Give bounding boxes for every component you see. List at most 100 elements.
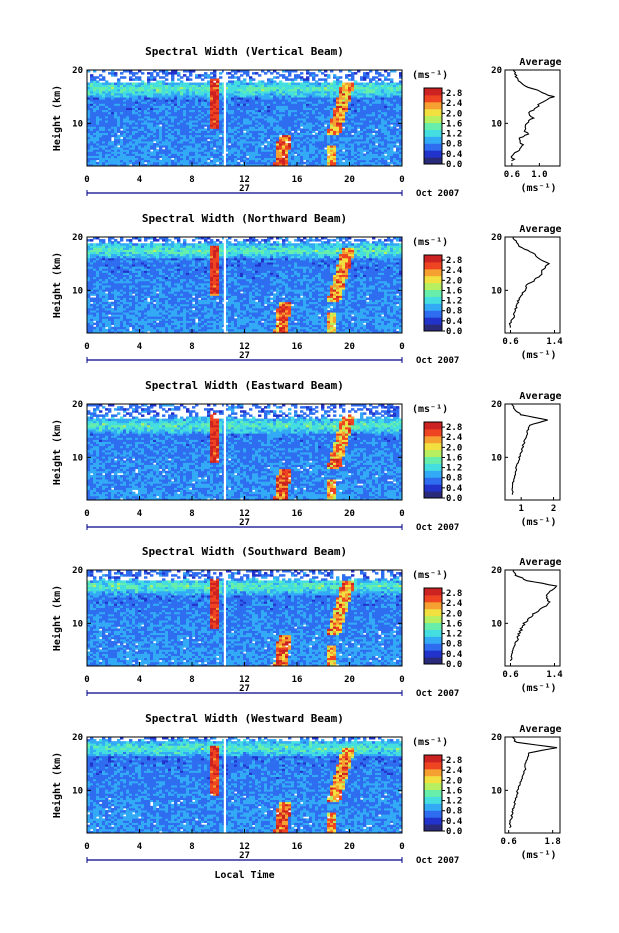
heatmap-cell	[294, 74, 297, 76]
heatmap-cell	[198, 83, 201, 85]
heatmap-cell	[390, 78, 393, 80]
heatmap-cell	[210, 72, 213, 74]
heatmap-cell	[255, 83, 258, 85]
heatmap-cell	[207, 162, 210, 164]
x-tick-label: 16	[292, 175, 303, 185]
heatmap-cell	[159, 160, 162, 162]
heatmap-cell	[258, 74, 261, 76]
heatmap-cell	[324, 126, 327, 128]
heatmap-cell	[108, 72, 111, 74]
heatmap-cell	[345, 74, 348, 76]
heatmap-cell	[303, 78, 306, 80]
heatmap-cell	[180, 80, 183, 82]
colorbar-swatch	[424, 129, 442, 136]
heatmap-cell	[252, 83, 255, 85]
average-unit: (ms⁻¹)	[520, 183, 556, 194]
heatmap-cell	[177, 83, 180, 85]
heatmap-cell	[237, 162, 240, 164]
heatmap-cell	[192, 83, 195, 85]
x-tick-label: 20	[344, 175, 355, 185]
heatmap-cell	[390, 126, 393, 128]
heatmap-cell	[360, 76, 363, 78]
heatmap-cell	[129, 83, 132, 85]
heatmap-cell	[120, 139, 123, 141]
heatmap-cell	[162, 149, 165, 151]
heatmap-cell	[327, 156, 330, 158]
heatmap-cell	[195, 74, 198, 76]
heatmap-cell	[168, 72, 171, 74]
heatmap-cell	[132, 78, 135, 80]
heatmap-cell	[213, 83, 216, 85]
heatmap-cell	[258, 80, 261, 82]
heatmap-cell	[177, 78, 180, 80]
heatmap-cell	[276, 72, 279, 74]
heatmap-cell	[366, 72, 369, 74]
heatmap-cell	[375, 80, 378, 82]
heatmap-cell	[120, 72, 123, 74]
heatmap-cell	[183, 74, 186, 76]
heatmap-cell	[348, 78, 351, 80]
heatmap-cell	[126, 83, 129, 85]
heatmap-cell	[387, 78, 390, 80]
heatmap-cell	[387, 72, 390, 74]
heatmap-cell	[177, 72, 180, 74]
heatmap-cell	[240, 80, 243, 82]
heatmap-cells	[87, 70, 402, 166]
heatmap-cell	[363, 83, 366, 85]
heatmap-cell	[129, 76, 132, 78]
average-x-tick-label: 0.6	[504, 170, 520, 180]
heatmap-cell	[393, 151, 396, 153]
heatmap-cell	[171, 160, 174, 162]
heatmap-cell	[117, 135, 120, 137]
heatmap-cell	[246, 83, 249, 85]
heatmap-cell	[228, 145, 231, 147]
colorbar-swatch	[424, 150, 442, 157]
heatmap-cell	[156, 149, 159, 151]
colorbar-swatch	[424, 102, 442, 109]
heatmap-cell	[117, 147, 120, 149]
heatmap-cell	[255, 72, 258, 74]
heatmap-cell	[339, 80, 342, 82]
heatmap-cell	[96, 80, 99, 82]
average-x-tick-label: 1.0	[531, 170, 547, 180]
heatmap-cell	[279, 74, 282, 76]
heatmap-cell	[387, 162, 390, 164]
heatmap-cell	[207, 141, 210, 143]
heatmap-cell	[378, 78, 381, 80]
heatmap-cell	[165, 83, 168, 85]
heatmap-cell	[180, 76, 183, 78]
heatmap-cell	[297, 74, 300, 76]
heatmap-cell	[138, 83, 141, 85]
panel-title: Spectral Width (Vertical Beam)	[145, 45, 344, 58]
heatmap-cell	[159, 76, 162, 78]
heatmap-cell	[369, 78, 372, 80]
heatmap-cell	[396, 128, 399, 130]
heatmap-cell	[327, 83, 330, 85]
heatmap-cell	[330, 83, 333, 85]
colorbar-unit: (ms⁻¹)	[412, 70, 448, 81]
heatmap-cell	[267, 78, 270, 80]
heatmap-cell	[336, 76, 339, 78]
heatmap-cell	[288, 78, 291, 80]
heatmap-cell	[270, 72, 273, 74]
heatmap-cell	[105, 329, 108, 331]
heatmap-cell	[93, 76, 96, 78]
heatmap-cell	[381, 74, 384, 76]
heatmap-cell	[228, 76, 231, 78]
heatmap-cell	[342, 128, 345, 130]
heatmap-cell	[351, 83, 354, 85]
heatmap-cell	[321, 72, 324, 74]
heatmap-cell	[234, 80, 237, 82]
heatmap-cell	[168, 83, 171, 85]
heatmap-cell	[324, 149, 327, 151]
heatmap-cell	[291, 78, 294, 80]
heatmap-cell	[396, 145, 399, 147]
heatmap-cell	[300, 83, 303, 85]
heatmap-cell	[354, 72, 357, 74]
heatmap-cell	[123, 76, 126, 78]
heatmap-cell	[312, 72, 315, 74]
heatmap-cell	[210, 76, 213, 78]
panel-0: Spectral Width (Vertical Beam)1020Height…	[51, 45, 562, 199]
colorbar-swatch	[424, 88, 442, 95]
